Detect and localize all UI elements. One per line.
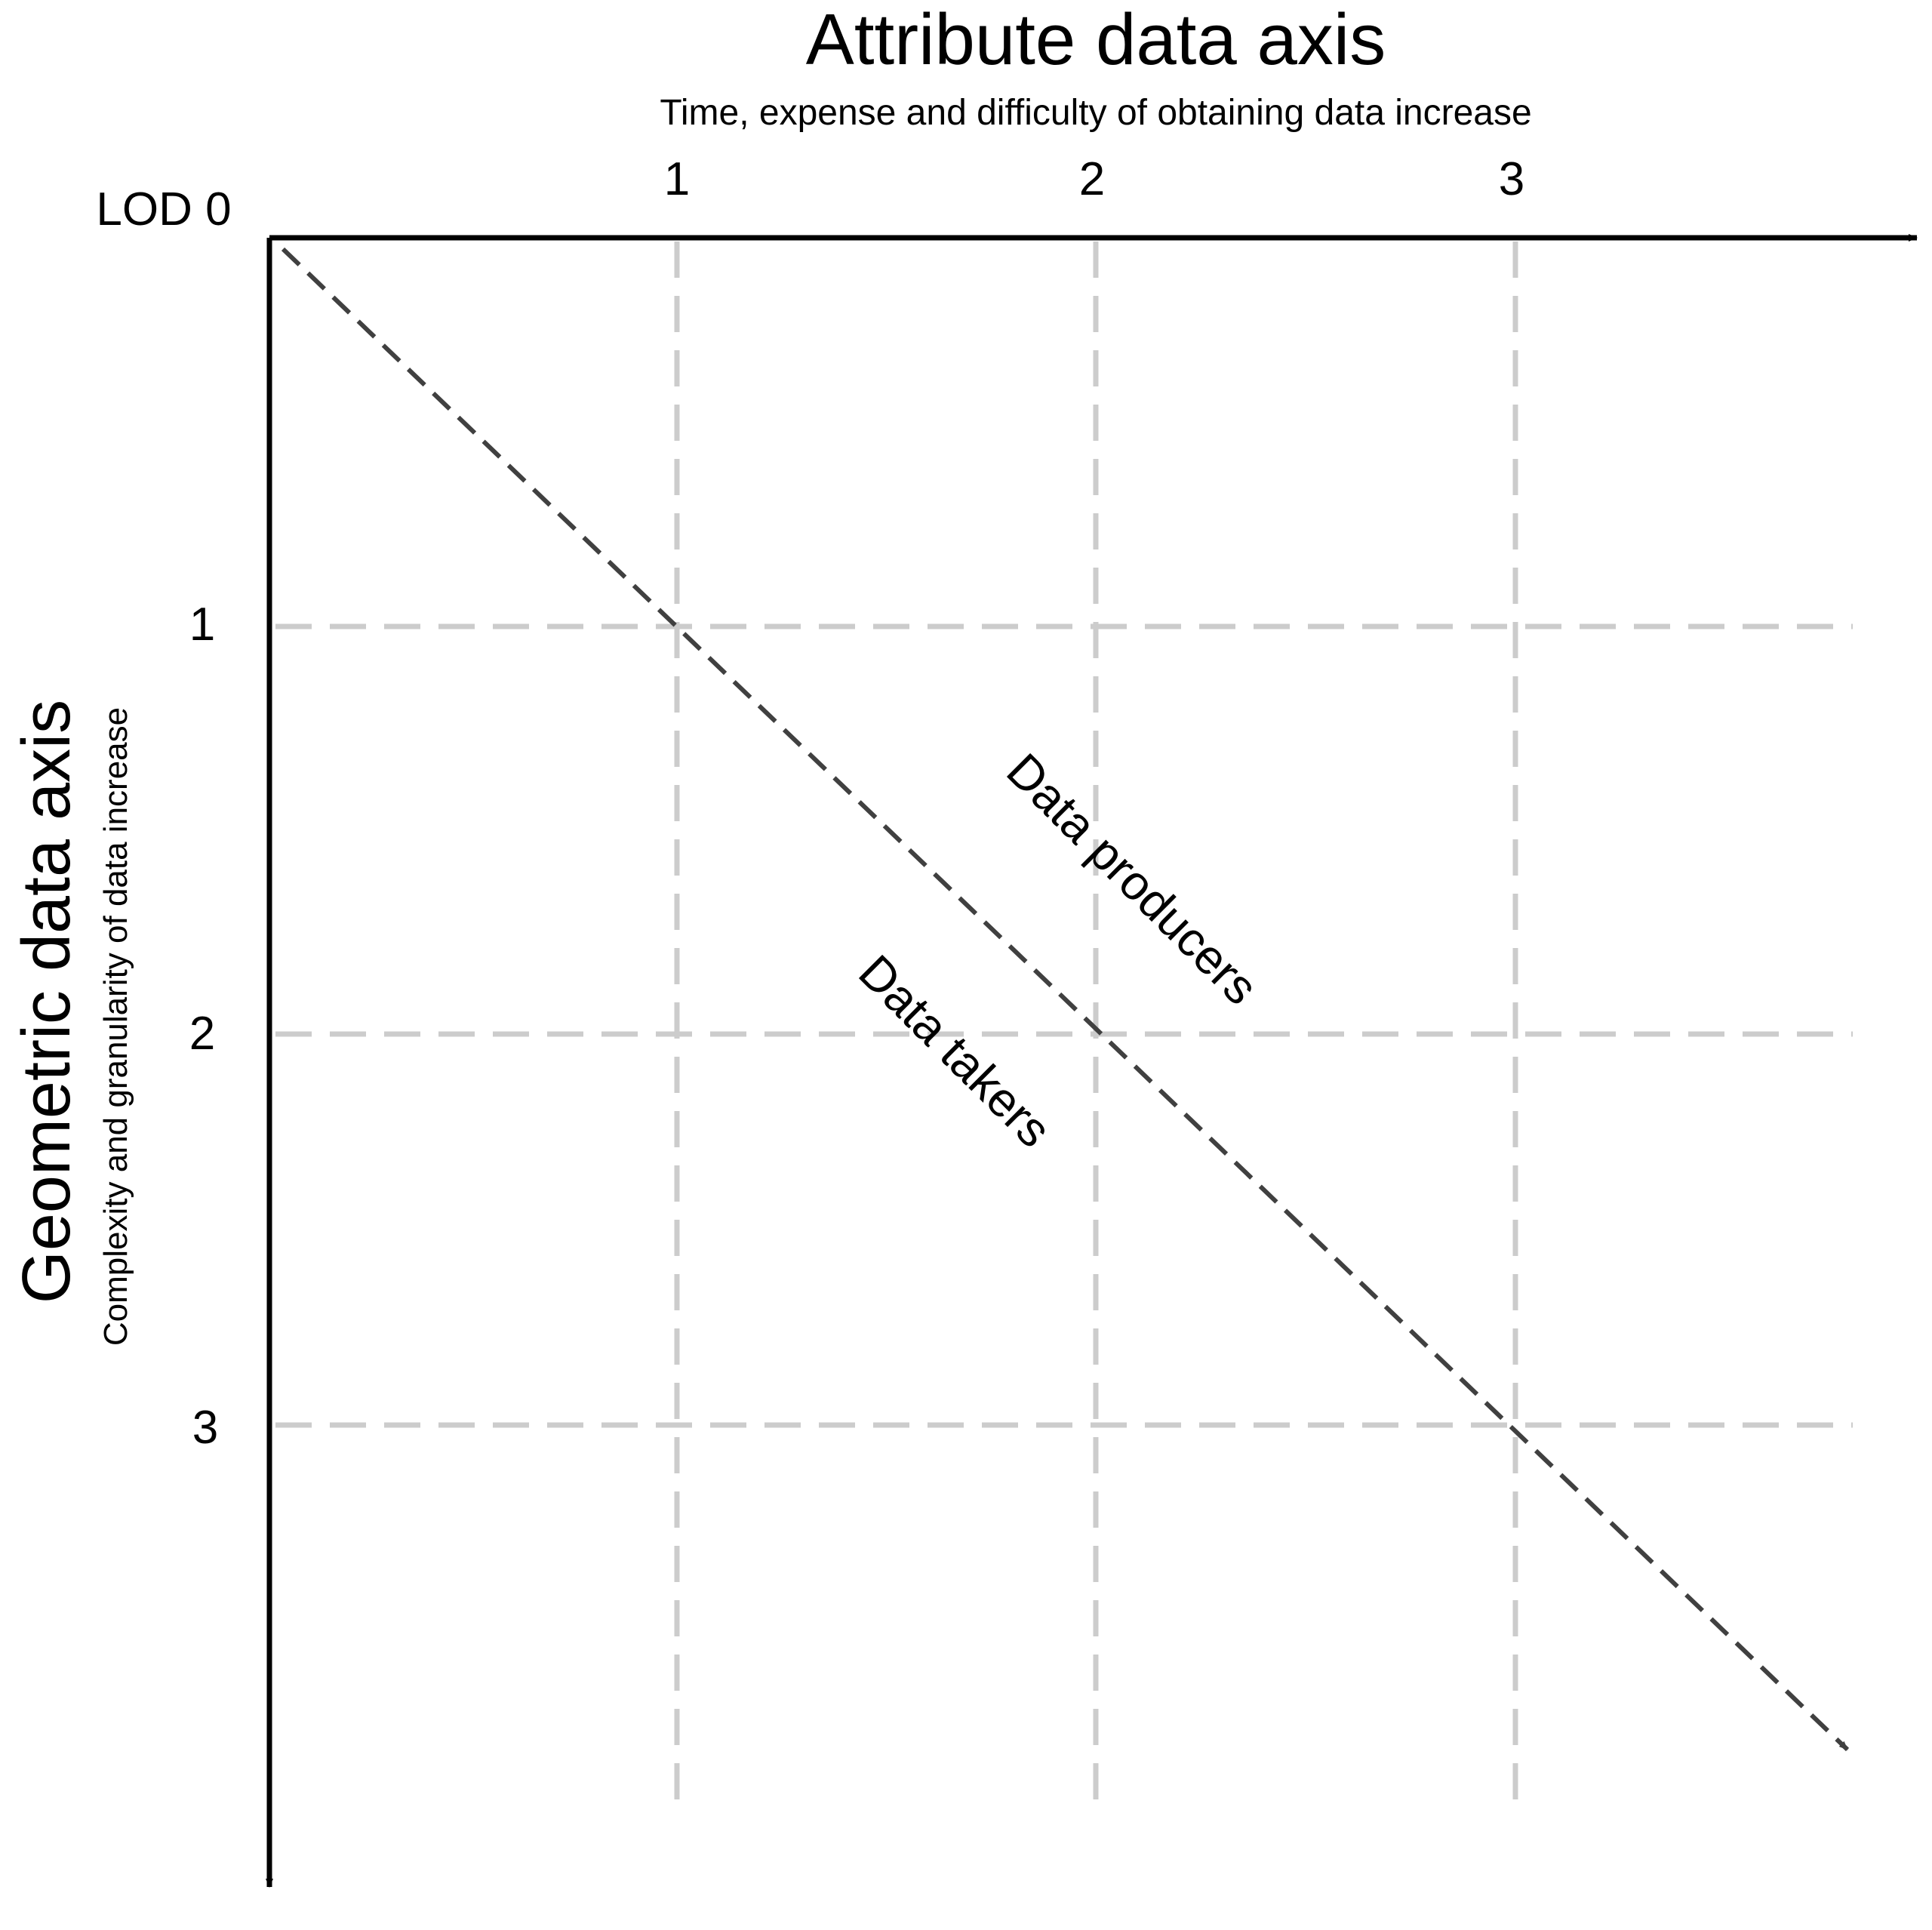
attribute-axis-subtitle: Time, expense and difficulty of obtainin…: [660, 93, 1531, 133]
geometric-tick-1: 1: [189, 599, 215, 651]
horizontal-gridlines: [275, 623, 1853, 1428]
region-label-data-takers: Data takers: [848, 944, 1061, 1157]
geometric-tick-3: 3: [192, 1402, 218, 1454]
geometric-axis-subtitle: Complexity and granularity of data incre…: [97, 707, 134, 1346]
diagonal-divider-arrow: [281, 247, 1850, 1752]
attribute-tick-2: 2: [1079, 153, 1105, 205]
geometric-axis-title: Geometric data axis: [9, 700, 85, 1304]
attribute-axis-title: Attribute data axis: [806, 0, 1386, 80]
attribute-tick-1: 1: [664, 153, 690, 205]
geometric-tick-2: 2: [189, 1008, 215, 1060]
attribute-tick-3: 3: [1499, 153, 1524, 205]
axes: [266, 234, 1918, 1888]
origin-label: LOD 0: [96, 183, 231, 235]
